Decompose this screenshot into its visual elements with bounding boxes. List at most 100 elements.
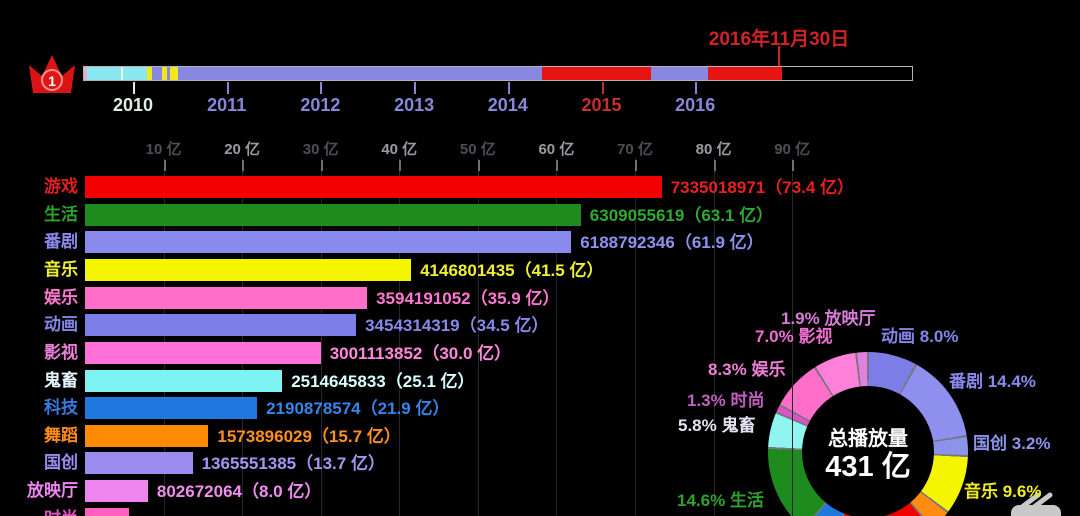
donut-label: 14.6% 生活 (677, 491, 764, 510)
bar-value-label: 6309055619（63.1 亿） (589, 205, 774, 225)
bar-value-label: 1365551385（13.7 亿） (201, 454, 385, 474)
axis-tick-mark (792, 160, 795, 171)
year-label: 2010 (112, 95, 154, 115)
axis-tick-label: 20 亿 (224, 141, 261, 158)
axis-tick-label: 40 亿 (381, 141, 418, 158)
bar-category-label: 动画 (44, 315, 78, 335)
axis-tick-label: 70 亿 (617, 141, 653, 158)
bar-category-label: 时尚 (0, 508, 78, 516)
donut-label: 动画 8.0% (881, 327, 959, 346)
bar-category-label: 生活 (44, 204, 78, 224)
timeline-segment (708, 67, 782, 80)
bar-value-label: 6188792346（61.9 亿） (580, 233, 764, 253)
bar (85, 176, 662, 198)
bar-value-label: 802672064（8.0 亿） (156, 482, 322, 501)
bar-category-label: 番剧 (44, 232, 78, 252)
bar (85, 397, 258, 420)
bar-category-label: 音乐 (44, 259, 78, 279)
bar-value-label: 3454314319（34.5 亿） (365, 316, 549, 336)
crown-icon (29, 55, 75, 93)
bar-value-label: 7335018971（73.4 亿） (670, 178, 855, 197)
donut-label: 5.8% 鬼畜 (678, 416, 756, 435)
year-label: 2014 (487, 95, 528, 115)
bar (85, 203, 581, 226)
axis-tick-label: 30 亿 (302, 141, 339, 158)
bar-value-label: 3594191052（35.9 亿） (376, 288, 560, 308)
donut-label: 1.3% 时尚 (687, 391, 765, 410)
year-label: 2013 (394, 95, 435, 115)
gridline (399, 158, 401, 516)
bar-value-label: 2190878574（21.9 亿） (266, 399, 450, 419)
bar-value-label: 2514645833（25.1 亿） (291, 371, 475, 391)
donut-hole (802, 386, 934, 516)
timeline-track (83, 66, 913, 81)
bar (85, 369, 283, 392)
bar-category-label: 放映厅 (27, 481, 78, 500)
bar (85, 314, 357, 337)
donut-label: 1.9% 放映厅 (781, 309, 876, 328)
bar (85, 452, 193, 475)
timeline-segment (121, 67, 123, 80)
axis-tick-mark (163, 160, 166, 171)
timeline-segment (167, 67, 170, 80)
timeline-segment (542, 67, 651, 80)
rank-1-crown-icon: 1 (26, 52, 78, 100)
year-tick-mark (601, 82, 604, 94)
axis-tick-label: 50 亿 (459, 141, 496, 158)
donut-label: 番剧 14.4% (949, 372, 1036, 391)
bar-category-label: 国创 (44, 453, 78, 473)
current-date-label: 2016年11月30日 (708, 29, 850, 50)
bar (85, 507, 129, 516)
timeline-segment (123, 67, 147, 80)
bar (85, 286, 368, 309)
axis-tick-label: 10 亿 (145, 141, 182, 158)
year-label: 2011 (207, 95, 247, 115)
rank-number: 1 (48, 73, 56, 89)
bar-value-label: 1573896029（15.7 亿） (217, 426, 401, 446)
axis-tick-label: 80 亿 (695, 141, 732, 158)
donut-label: 音乐 9.6% (964, 482, 1042, 501)
year-label: 2016 (675, 95, 716, 115)
year-tick-mark (414, 82, 417, 94)
bar (85, 258, 412, 281)
axis-tick-label: 60 亿 (538, 141, 575, 158)
year-tick-mark (320, 82, 323, 94)
year-label: 2015 (581, 95, 622, 115)
gridline (477, 158, 479, 516)
donut-label: 8.3% 娱乐 (708, 360, 786, 379)
axis-tick-mark (477, 160, 480, 171)
gridline (634, 158, 636, 516)
axis-tick-mark (399, 160, 402, 171)
bar-category-label: 科技 (44, 398, 78, 418)
year-tick-mark (133, 82, 135, 94)
bar-category-label: 娱乐 (44, 287, 78, 307)
gridline (242, 158, 244, 516)
axis-tick-mark (320, 160, 323, 171)
axis-tick-mark (242, 160, 245, 171)
bar (85, 231, 572, 254)
bar-value-label: 3001113852（30.0 亿） (329, 343, 512, 363)
donut-center-title: 总播放量 (828, 428, 908, 450)
timeline-segment (162, 67, 167, 80)
timeline-segment (87, 67, 121, 80)
timeline-segment (170, 67, 178, 80)
gridline (556, 158, 558, 516)
bilibili-tv-icon (1011, 492, 1061, 516)
timeline-segment (84, 67, 87, 80)
axis-tick-label: 90 亿 (774, 141, 811, 158)
year-tick-mark (695, 82, 698, 94)
timeline-segment (651, 67, 708, 80)
bar (85, 480, 148, 502)
donut-label: 7.0% 影视 (755, 327, 833, 346)
donut-label: 国创 3.2% (973, 434, 1051, 453)
year-tick-mark (507, 82, 510, 94)
gridline (320, 158, 322, 516)
year-label: 2012 (300, 95, 341, 115)
bar-value-label: 4146801435（41.5 亿） (420, 260, 604, 280)
gridline (792, 158, 794, 516)
timeline-segment (178, 67, 542, 80)
axis-tick-mark (713, 160, 716, 171)
timeline-segment (147, 67, 152, 80)
bar-category-label: 鬼畜 (44, 370, 78, 390)
